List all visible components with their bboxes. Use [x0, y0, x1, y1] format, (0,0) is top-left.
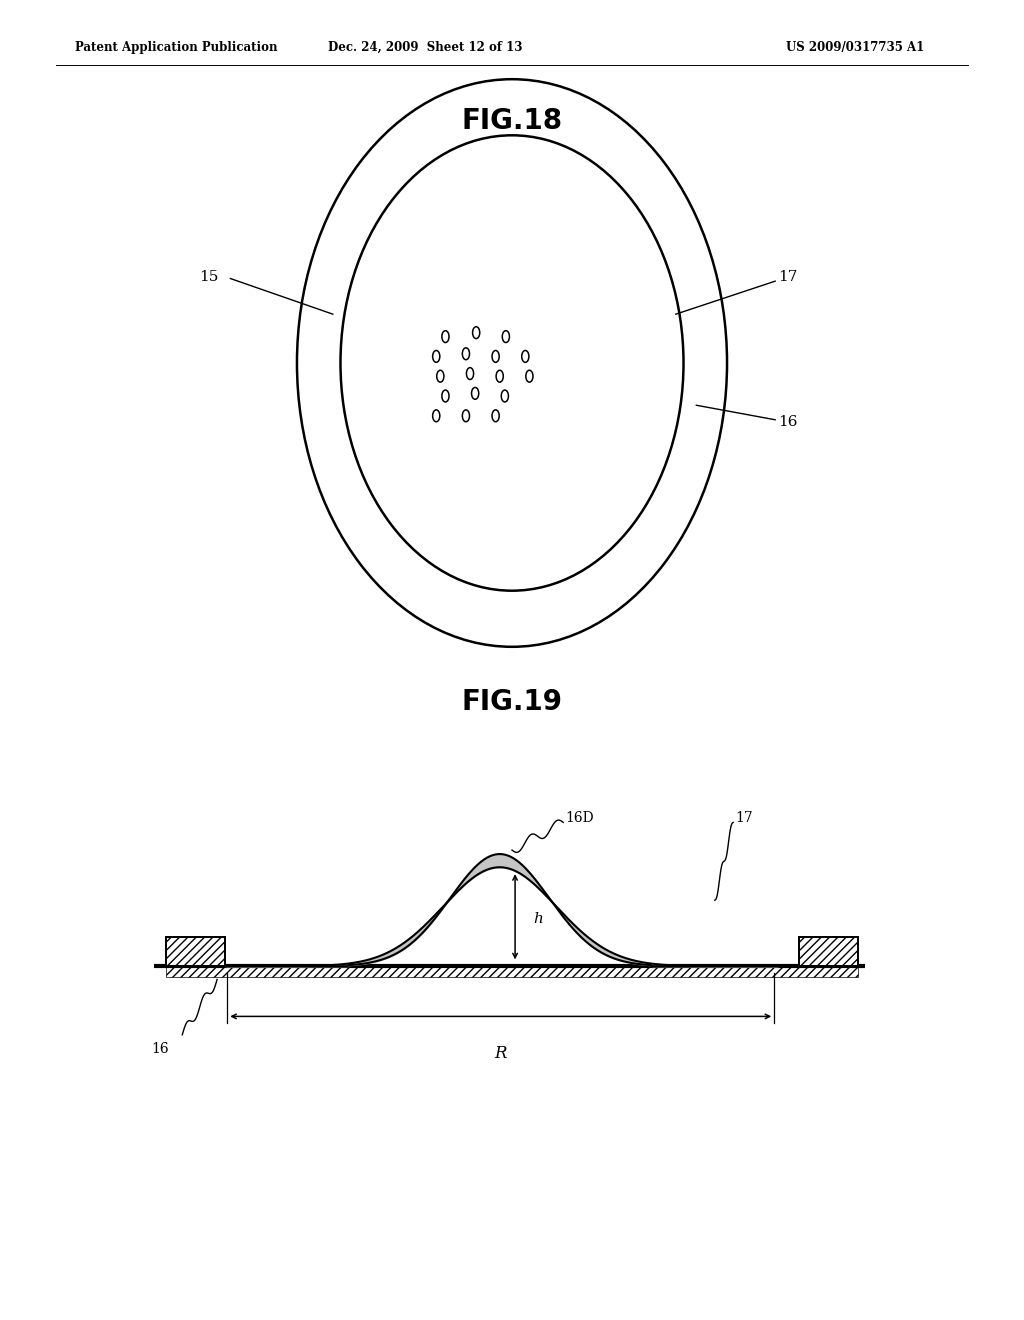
Ellipse shape: [297, 79, 727, 647]
Ellipse shape: [492, 409, 500, 422]
Ellipse shape: [467, 367, 473, 380]
Bar: [799, 937, 858, 966]
Text: US 2009/0317735 A1: US 2009/0317735 A1: [785, 41, 925, 54]
Ellipse shape: [473, 326, 479, 339]
Ellipse shape: [502, 391, 508, 403]
Ellipse shape: [502, 330, 510, 343]
Ellipse shape: [432, 409, 440, 422]
Text: 15: 15: [199, 271, 218, 284]
Ellipse shape: [522, 350, 528, 363]
Ellipse shape: [496, 370, 504, 383]
Bar: [799, 937, 858, 966]
Ellipse shape: [432, 350, 440, 363]
Ellipse shape: [463, 347, 469, 360]
Bar: [166, 937, 225, 966]
Text: 17: 17: [735, 812, 753, 825]
Ellipse shape: [492, 350, 500, 363]
Text: Dec. 24, 2009  Sheet 12 of 13: Dec. 24, 2009 Sheet 12 of 13: [328, 41, 522, 54]
Ellipse shape: [442, 330, 449, 343]
Text: R: R: [495, 1045, 507, 1063]
Text: 17: 17: [778, 271, 798, 284]
Bar: [166, 937, 225, 966]
Text: 16: 16: [778, 416, 798, 429]
Bar: [166, 966, 858, 977]
Ellipse shape: [340, 135, 684, 591]
Ellipse shape: [471, 388, 479, 400]
Ellipse shape: [526, 370, 532, 383]
Ellipse shape: [463, 409, 469, 422]
Text: FIG.19: FIG.19: [462, 688, 562, 717]
Text: 16: 16: [152, 1043, 169, 1056]
Text: 16D: 16D: [565, 812, 594, 825]
Ellipse shape: [436, 370, 444, 383]
Text: h: h: [534, 912, 544, 925]
Ellipse shape: [442, 391, 449, 403]
Text: FIG.18: FIG.18: [462, 107, 562, 136]
Text: Patent Application Publication: Patent Application Publication: [75, 41, 278, 54]
